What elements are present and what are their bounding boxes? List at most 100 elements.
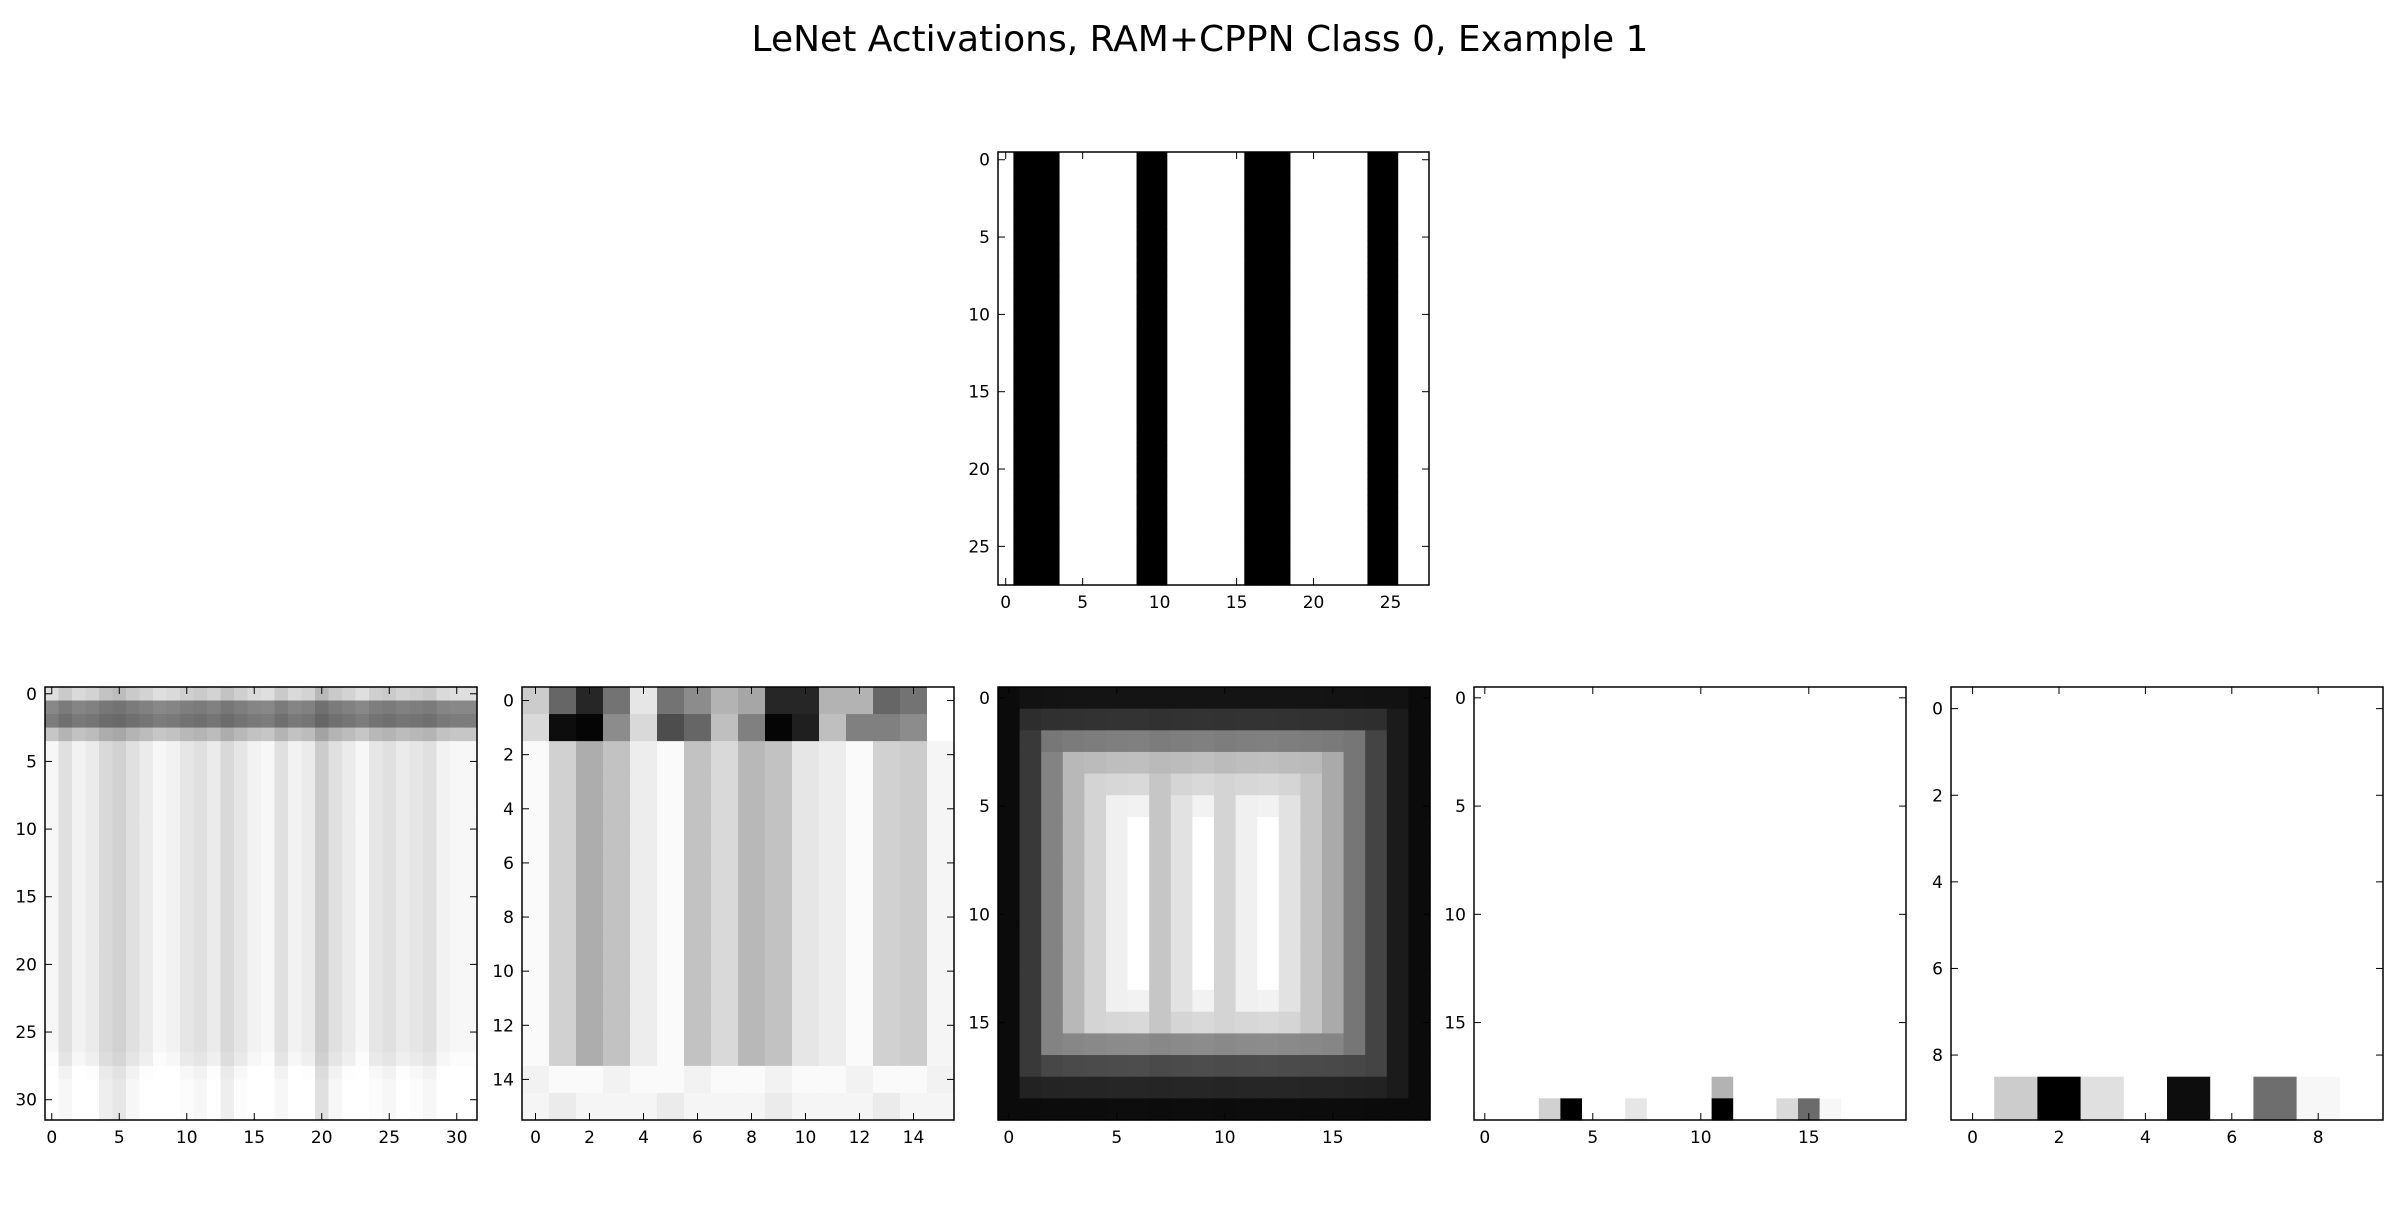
heatmap-cell [1582, 946, 1605, 970]
heatmap-cell [261, 822, 276, 837]
heatmap-cell [1019, 708, 1042, 731]
heatmap-cell [1538, 968, 1561, 991]
heatmap-cell [765, 1038, 793, 1067]
heatmap-cell [1321, 213, 1338, 230]
heatmap-cell [450, 944, 465, 959]
heatmap-cell [1386, 925, 1409, 948]
heatmap-cell [1517, 687, 1540, 710]
heatmap-cell [342, 889, 357, 905]
heatmap-cell [873, 822, 901, 850]
heatmap-cell [1365, 1076, 1388, 1099]
heatmap-cell [261, 687, 276, 702]
heatmap-cell [1198, 554, 1215, 571]
heatmap-cell [112, 984, 127, 999]
heatmap-cell [180, 781, 195, 796]
heatmap-cell [2167, 730, 2211, 775]
heatmap-cell [1136, 430, 1153, 447]
heatmap-cell [1290, 414, 1307, 431]
heatmap-cell [166, 862, 181, 878]
heatmap-cell [369, 862, 384, 878]
heatmap-cell [328, 741, 343, 756]
heatmap-cell [1321, 229, 1338, 246]
heatmap-cell [274, 700, 289, 715]
heatmap-cell [1798, 881, 1821, 905]
heatmap-cell [1019, 1098, 1042, 1121]
heatmap-cell [396, 862, 411, 878]
heatmap-cell [1136, 492, 1153, 509]
heatmap-cell [1343, 1098, 1366, 1121]
heatmap-cell [1495, 860, 1518, 883]
heatmap-cell [301, 971, 316, 986]
heatmap-cell [1198, 260, 1215, 277]
heatmap-cell [193, 727, 208, 742]
heatmap-cell [1084, 751, 1107, 775]
heatmap-cell [1305, 523, 1322, 540]
heatmap-cell [998, 430, 1014, 447]
heatmap-cell [85, 741, 100, 756]
heatmap-cell [247, 1025, 262, 1040]
heatmap-cell [369, 957, 384, 972]
heatmap-cell [1352, 244, 1369, 261]
y-tick-label: 20 [15, 955, 37, 975]
heatmap-cell [274, 741, 289, 756]
heatmap-cell [369, 795, 384, 810]
heatmap-cell [72, 903, 87, 918]
heatmap-cell [1090, 152, 1107, 169]
heatmap-cell [1951, 860, 1995, 905]
heatmap-cell [166, 849, 181, 864]
heatmap-cell [1151, 476, 1168, 493]
heatmap-cell [1198, 198, 1215, 215]
heatmap-cell [72, 862, 87, 878]
heatmap-cell [1711, 1033, 1734, 1056]
heatmap-cell [1105, 523, 1122, 540]
heatmap-cell [1646, 1076, 1669, 1099]
heatmap-cell [1352, 198, 1369, 215]
heatmap-cell [1300, 1055, 1323, 1078]
heatmap-cell [1367, 554, 1384, 571]
heatmap-cell [328, 700, 343, 715]
heatmap-cell [85, 687, 100, 702]
heatmap-cell [1582, 1055, 1605, 1078]
heatmap-cell [1560, 838, 1583, 861]
heatmap-cell [1127, 990, 1150, 1013]
heatmap-cell [998, 182, 1014, 199]
heatmap-cell [436, 835, 451, 850]
heatmap-cell [1013, 213, 1030, 230]
heatmap-cell [139, 1025, 154, 1040]
heatmap-cell [234, 808, 249, 823]
heatmap-cell [657, 984, 685, 1013]
heatmap-cell [1386, 795, 1409, 818]
heatmap-cell [1257, 730, 1280, 753]
heatmap-cell [463, 727, 478, 742]
heatmap-cell [1322, 925, 1345, 948]
heatmap-cell [423, 808, 438, 823]
heatmap-cell [1343, 773, 1366, 796]
heatmap-cell [1244, 507, 1261, 524]
heatmap-cell [1538, 925, 1561, 948]
heatmap-cell [1668, 1033, 1691, 1056]
heatmap-cell [58, 862, 73, 878]
heatmap-cell [58, 1092, 73, 1108]
heatmap-cell [1151, 523, 1168, 540]
heatmap-cell [1560, 968, 1583, 991]
heatmap-cell [207, 754, 222, 769]
heatmap-cell [1275, 507, 1292, 524]
heatmap-cell [1386, 990, 1409, 1013]
heatmap-cell [1213, 383, 1230, 401]
y-tick-label: 6 [1932, 959, 1943, 979]
heatmap-cell [1278, 751, 1301, 775]
heatmap-cell [396, 727, 411, 742]
heatmap-cell [1275, 492, 1292, 509]
heatmap-cell [72, 700, 87, 715]
heatmap-cell [1121, 430, 1138, 447]
heatmap-cell [1106, 990, 1129, 1013]
heatmap-cell [1408, 751, 1431, 775]
heatmap-cell [873, 957, 901, 986]
heatmap-cell [1495, 881, 1518, 905]
heatmap-cell [274, 1065, 289, 1081]
heatmap-cell [1213, 260, 1230, 277]
heatmap-cell [1062, 903, 1085, 926]
y-tick-label: 0 [1932, 700, 1943, 720]
heatmap-cell [1149, 860, 1172, 883]
heatmap-cell [1041, 1033, 1064, 1056]
